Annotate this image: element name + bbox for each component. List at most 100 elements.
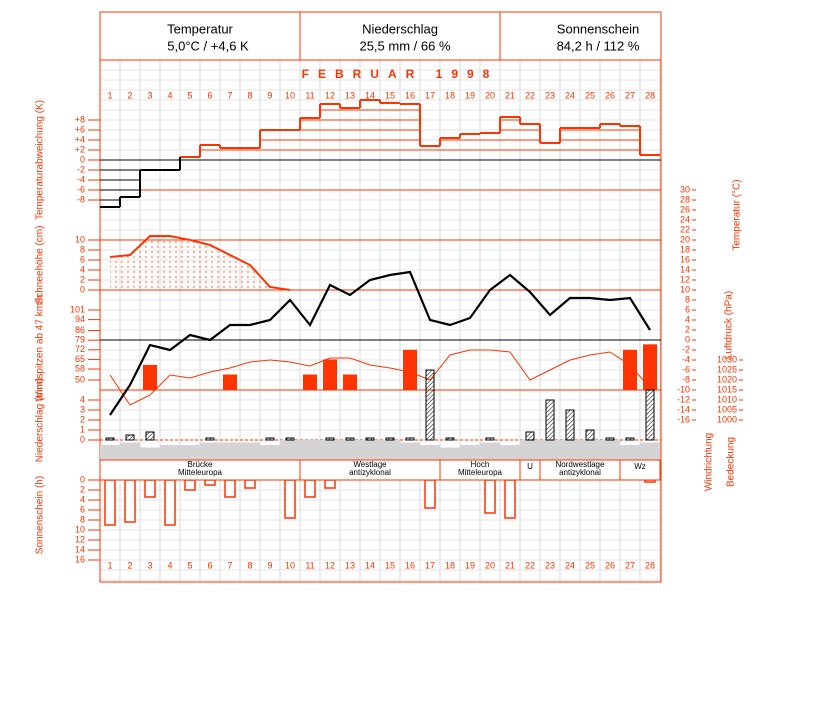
y-tick-label: 1020 xyxy=(717,374,737,384)
cloud-cover xyxy=(420,445,440,460)
day-label: 10 xyxy=(285,90,295,100)
day-label: 6 xyxy=(207,90,212,100)
day-label: 25 xyxy=(585,560,595,570)
y-tick-label: 14 xyxy=(680,264,690,274)
wind-bar xyxy=(403,349,417,390)
y-tick-label: 6 xyxy=(685,304,690,314)
axis-label: Niederschlag (mm) xyxy=(35,378,46,462)
sun-bar xyxy=(224,479,236,498)
y-tick-label: -4 xyxy=(682,354,690,364)
y-tick-label: 0 xyxy=(80,154,85,164)
y-tick-label: 1010 xyxy=(717,394,737,404)
wind-bar xyxy=(643,344,657,390)
day-label: 10 xyxy=(285,560,295,570)
day-label: 25 xyxy=(585,90,595,100)
day-label: 15 xyxy=(385,560,395,570)
day-label: 20 xyxy=(485,90,495,100)
y-tick-label: 4 xyxy=(80,494,85,504)
y-tick-label: -16 xyxy=(677,414,690,424)
y-tick-label: 3 xyxy=(80,404,85,414)
day-label: 2 xyxy=(127,90,132,100)
data-line xyxy=(109,270,651,416)
cloud-cover xyxy=(120,442,140,460)
day-label: 21 xyxy=(505,560,515,570)
day-label: 27 xyxy=(625,560,635,570)
cloud-cover xyxy=(600,440,620,460)
day-label: 21 xyxy=(505,90,515,100)
y-tick-label: +8 xyxy=(75,114,85,124)
grid xyxy=(100,60,661,582)
cloud-cover xyxy=(340,440,360,460)
day-label: 26 xyxy=(605,560,615,570)
y-tick-label: +6 xyxy=(75,124,85,134)
cloud-cover xyxy=(300,440,320,460)
y-tick-label: 14 xyxy=(75,544,85,554)
y-tick-label: 16 xyxy=(680,254,690,264)
y-tick-label: -8 xyxy=(77,194,85,204)
cloud-cover xyxy=(480,442,500,460)
cloud-cover xyxy=(620,445,640,460)
precip-bar xyxy=(525,431,535,441)
frame xyxy=(99,11,662,583)
day-label: 2 xyxy=(127,560,132,570)
day-label: 14 xyxy=(365,560,375,570)
day-label: 1 xyxy=(107,560,112,570)
day-label: 12 xyxy=(325,90,335,100)
y-tick-label: 10 xyxy=(75,234,85,244)
y-tick-label: 6 xyxy=(80,504,85,514)
weather-type-label: Nordwestlage xyxy=(556,460,605,469)
cloud-cover xyxy=(520,440,540,460)
y-tick-label: 72 xyxy=(75,344,85,354)
cloud-cover xyxy=(180,445,200,460)
y-tick-label: 94 xyxy=(75,314,85,324)
y-tick-label: 0 xyxy=(80,434,85,444)
day-label: 15 xyxy=(385,90,395,100)
day-label: 6 xyxy=(207,560,212,570)
day-label: 22 xyxy=(525,560,535,570)
precip-bar xyxy=(605,437,615,441)
month-title: FEBRUAR 1998 xyxy=(302,67,499,81)
sun-bar xyxy=(244,479,256,489)
cloud-cover xyxy=(380,440,400,460)
day-label: 26 xyxy=(605,90,615,100)
day-label: 17 xyxy=(425,560,435,570)
day-label: 19 xyxy=(465,560,475,570)
day-label: 4 xyxy=(167,560,172,570)
sun-bar xyxy=(504,479,516,519)
axis-label: Bedeckung xyxy=(726,437,737,487)
y-tick-label: 1 xyxy=(80,424,85,434)
axis-label: Windrichtung xyxy=(704,433,715,491)
day-label: 19 xyxy=(465,90,475,100)
day-label: 3 xyxy=(147,90,152,100)
wind-bar xyxy=(343,374,357,390)
precip-bar xyxy=(625,437,635,441)
y-tick-label: 4 xyxy=(685,314,690,324)
day-label: 9 xyxy=(267,90,272,100)
cloud-cover xyxy=(260,445,280,460)
axis-label: Luftdruck (hPa) xyxy=(724,291,735,359)
y-tick-label: 26 xyxy=(680,204,690,214)
axis-label: Temperatur (°C) xyxy=(732,179,743,250)
y-tick-label: -12 xyxy=(677,394,690,404)
wind-bar xyxy=(223,374,237,390)
cloud-cover xyxy=(640,442,660,460)
day-label: 20 xyxy=(485,560,495,570)
cloud-cover xyxy=(460,445,480,460)
y-tick-label: 101 xyxy=(70,304,85,314)
axis-label: Schneehöhe (cm) xyxy=(35,226,46,305)
precip-bar xyxy=(585,429,595,441)
precip-bar xyxy=(545,399,555,441)
sun-bar xyxy=(284,479,296,519)
y-tick-label: -6 xyxy=(77,184,85,194)
day-label: 28 xyxy=(645,560,655,570)
day-label: 22 xyxy=(525,90,535,100)
precip-bar xyxy=(145,431,155,441)
y-tick-label: 0 xyxy=(685,334,690,344)
wind-bar xyxy=(323,359,337,390)
y-tick-label: 24 xyxy=(680,214,690,224)
header-value: 84,2 h / 112 % xyxy=(557,38,640,53)
y-tick-label: 8 xyxy=(685,294,690,304)
y-tick-label: 1000 xyxy=(717,414,737,424)
day-label: 16 xyxy=(405,560,415,570)
